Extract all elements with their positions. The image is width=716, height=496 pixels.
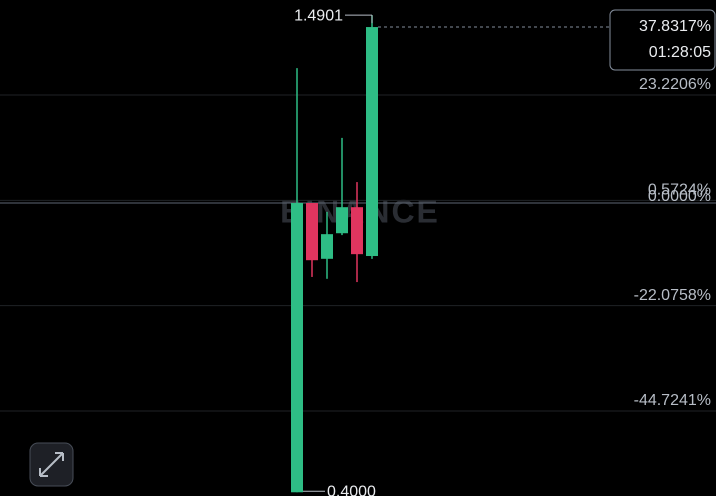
candle-body <box>306 203 318 261</box>
expand-icon[interactable] <box>39 452 64 477</box>
y-tick-label: 0.0000% <box>648 188 711 205</box>
candle-body <box>336 207 348 234</box>
y-tick-label: -22.0758% <box>634 287 711 304</box>
current-price-label: 37.8317% <box>639 18 711 35</box>
price-box <box>609 9 716 71</box>
countdown: 01:28:05 <box>649 44 711 61</box>
low-label: 0.4000 <box>327 483 376 496</box>
candle-body <box>366 27 378 257</box>
candle-body <box>321 234 333 259</box>
expand-button[interactable] <box>29 442 74 487</box>
candle-body <box>351 207 363 255</box>
candle-body <box>291 203 303 493</box>
high-label: 1.4901 <box>294 7 343 24</box>
y-tick-label: -44.7241% <box>634 392 711 409</box>
y-tick-label: 23.2206% <box>639 76 711 93</box>
y-tick-label: 0.5724% <box>648 182 711 199</box>
